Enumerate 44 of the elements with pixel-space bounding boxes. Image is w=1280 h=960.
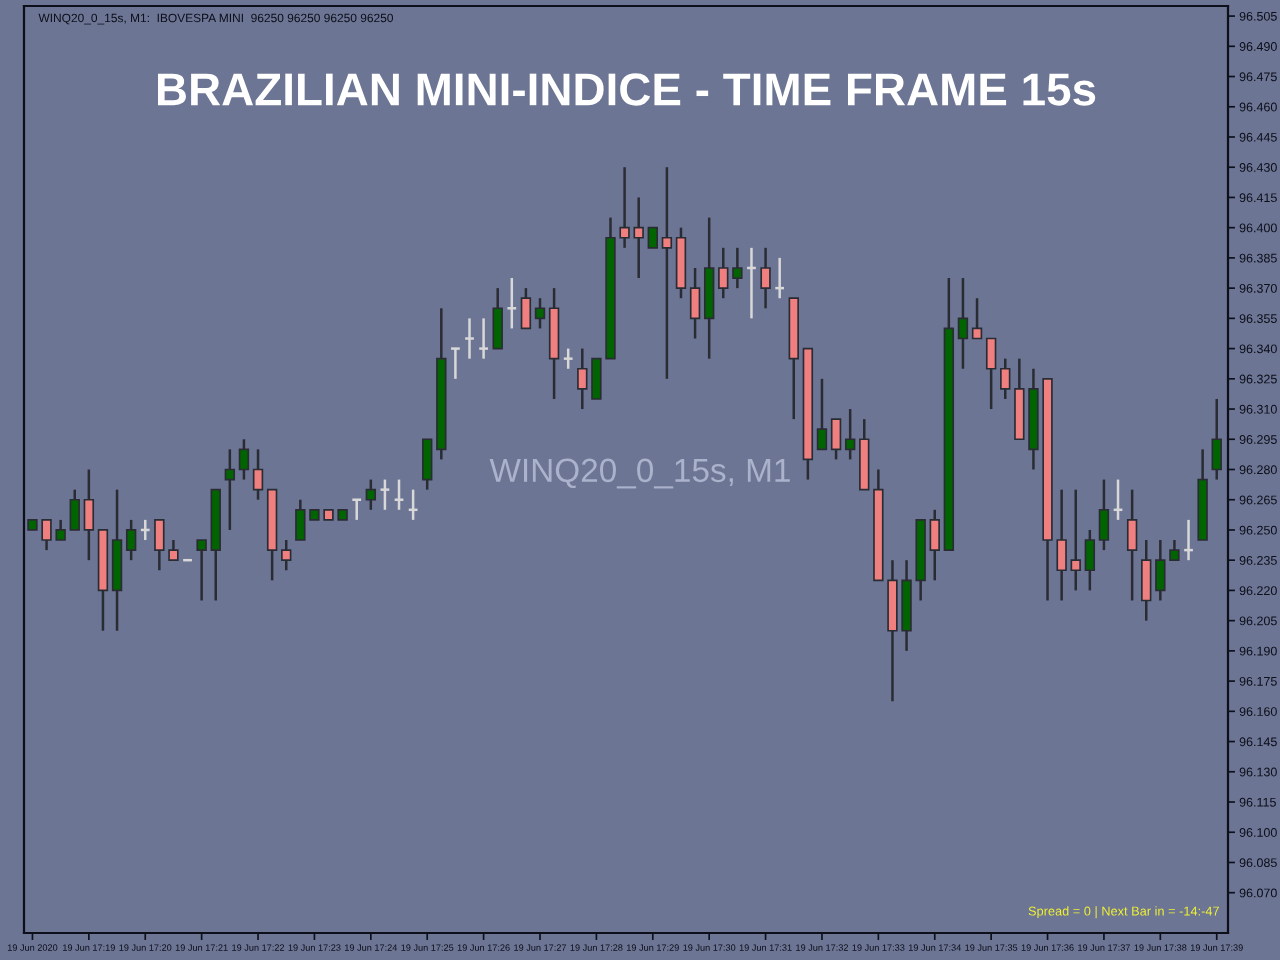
candlestick bbox=[1070, 488, 1081, 592]
candlestick bbox=[1000, 357, 1011, 401]
candlestick bbox=[760, 246, 771, 310]
candlestick bbox=[365, 478, 377, 512]
candlestick bbox=[957, 276, 969, 370]
candlestick bbox=[816, 377, 828, 451]
candlestick bbox=[647, 226, 658, 249]
candlestick bbox=[1141, 538, 1152, 622]
candlestick bbox=[1084, 528, 1096, 592]
candlestick bbox=[689, 266, 701, 340]
annotation: WINQ20_0_15s, M1 bbox=[489, 458, 790, 489]
candlestick bbox=[661, 165, 673, 381]
candlestick bbox=[393, 478, 405, 512]
candlestick bbox=[1126, 488, 1138, 602]
candlestick bbox=[224, 448, 236, 532]
candlestick bbox=[252, 448, 264, 501]
candlestick bbox=[971, 296, 983, 340]
candlestick bbox=[492, 286, 503, 350]
candlestick bbox=[196, 538, 207, 602]
candlestick bbox=[718, 246, 729, 300]
candlestick bbox=[534, 296, 546, 330]
candlestick bbox=[379, 478, 391, 512]
candlestick bbox=[985, 337, 997, 411]
candlestick bbox=[844, 407, 856, 461]
candlestick bbox=[422, 438, 433, 491]
candlestick bbox=[83, 468, 95, 562]
candlestick bbox=[1211, 397, 1222, 481]
candlestick bbox=[506, 276, 518, 330]
text: BRAZILIAN MINI-INDICE - TIME FRAME 15s bbox=[158, 73, 1096, 106]
candlestick bbox=[830, 417, 842, 461]
candlestick bbox=[577, 347, 588, 411]
candlestick bbox=[520, 286, 532, 330]
candlestick bbox=[562, 347, 574, 370]
candlestick bbox=[449, 347, 462, 381]
candlestick bbox=[477, 317, 490, 360]
candlestick bbox=[732, 246, 743, 290]
candlestick bbox=[1098, 478, 1110, 552]
candlestick bbox=[125, 518, 137, 562]
candlestick bbox=[463, 317, 476, 360]
candlestick bbox=[929, 508, 940, 582]
candlestick bbox=[238, 438, 250, 481]
candlestick bbox=[281, 538, 292, 572]
candlestick bbox=[351, 498, 363, 522]
candlestick bbox=[69, 488, 80, 532]
